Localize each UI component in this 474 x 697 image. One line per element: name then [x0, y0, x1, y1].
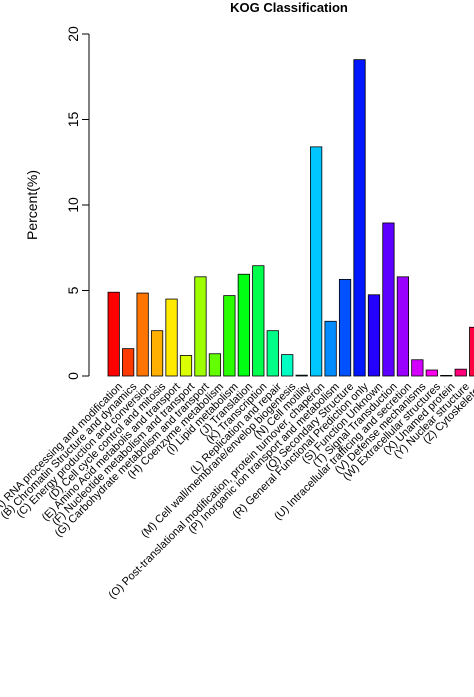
bar	[383, 223, 394, 376]
chart-title: KOG Classification	[230, 0, 348, 15]
y-tick-label: 5	[65, 286, 81, 294]
bar	[282, 355, 293, 376]
bar	[238, 274, 249, 376]
y-tick-label: 15	[65, 112, 81, 128]
bar	[325, 321, 336, 376]
bar	[296, 375, 307, 376]
bar	[470, 327, 474, 376]
bar	[412, 360, 423, 376]
bar	[354, 60, 365, 376]
bar	[397, 277, 408, 376]
bar	[441, 375, 452, 376]
bar	[209, 354, 220, 376]
bar	[368, 295, 379, 376]
bar	[151, 331, 162, 376]
y-axis-label: Percent(%)	[24, 170, 40, 240]
bar	[455, 369, 466, 376]
bar	[310, 147, 321, 376]
bar	[180, 355, 191, 376]
y-tick-label: 0	[65, 372, 81, 380]
y-tick-label: 20	[65, 26, 81, 42]
bar	[108, 292, 119, 376]
x-tick-labels: (A) RNA processing and modification(B) C…	[0, 380, 474, 601]
bar	[426, 370, 437, 376]
bar	[122, 349, 133, 376]
bar	[195, 277, 206, 376]
bar	[267, 331, 278, 376]
bar	[224, 296, 235, 376]
bar	[137, 293, 148, 376]
y-tick-label: 10	[65, 197, 81, 213]
y-axis: 0 5 10 15 20	[65, 26, 89, 380]
bar	[166, 299, 177, 376]
bars	[108, 60, 474, 376]
bar	[339, 279, 350, 376]
bar	[253, 266, 264, 376]
